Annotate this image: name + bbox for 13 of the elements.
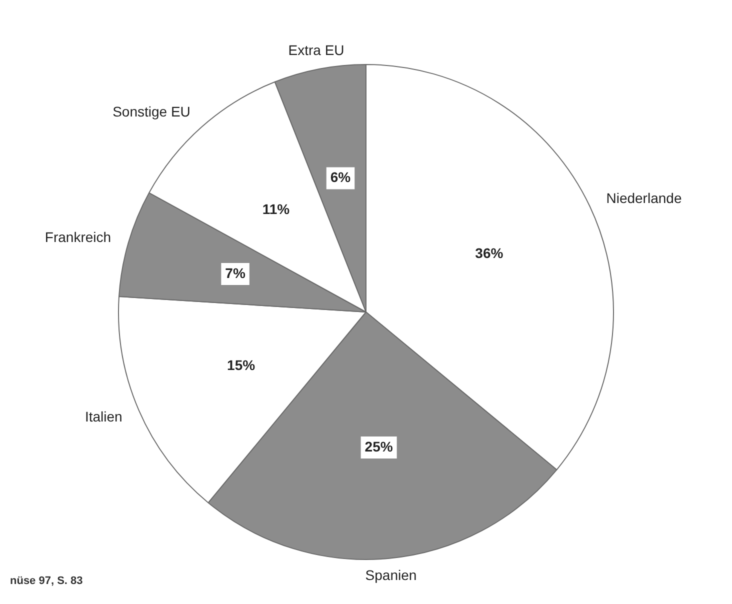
slice-label: Niederlande [606, 190, 682, 206]
slice-label: Frankreich [44, 228, 112, 245]
slice-label: Spanien [365, 567, 417, 584]
text: nüse 97, S. 83 [10, 575, 83, 587]
data-label: 36% [475, 244, 504, 261]
data-label: 15% [227, 356, 256, 373]
data-label: 11% [262, 200, 290, 217]
slice-label: Italien [84, 408, 122, 424]
slice-label: Extra EU [288, 42, 344, 58]
data-label: 25% [364, 438, 394, 454]
data-label: 7% [225, 264, 246, 281]
data-label: 6% [330, 169, 352, 186]
slice-label: Sonstige EU [112, 104, 190, 120]
